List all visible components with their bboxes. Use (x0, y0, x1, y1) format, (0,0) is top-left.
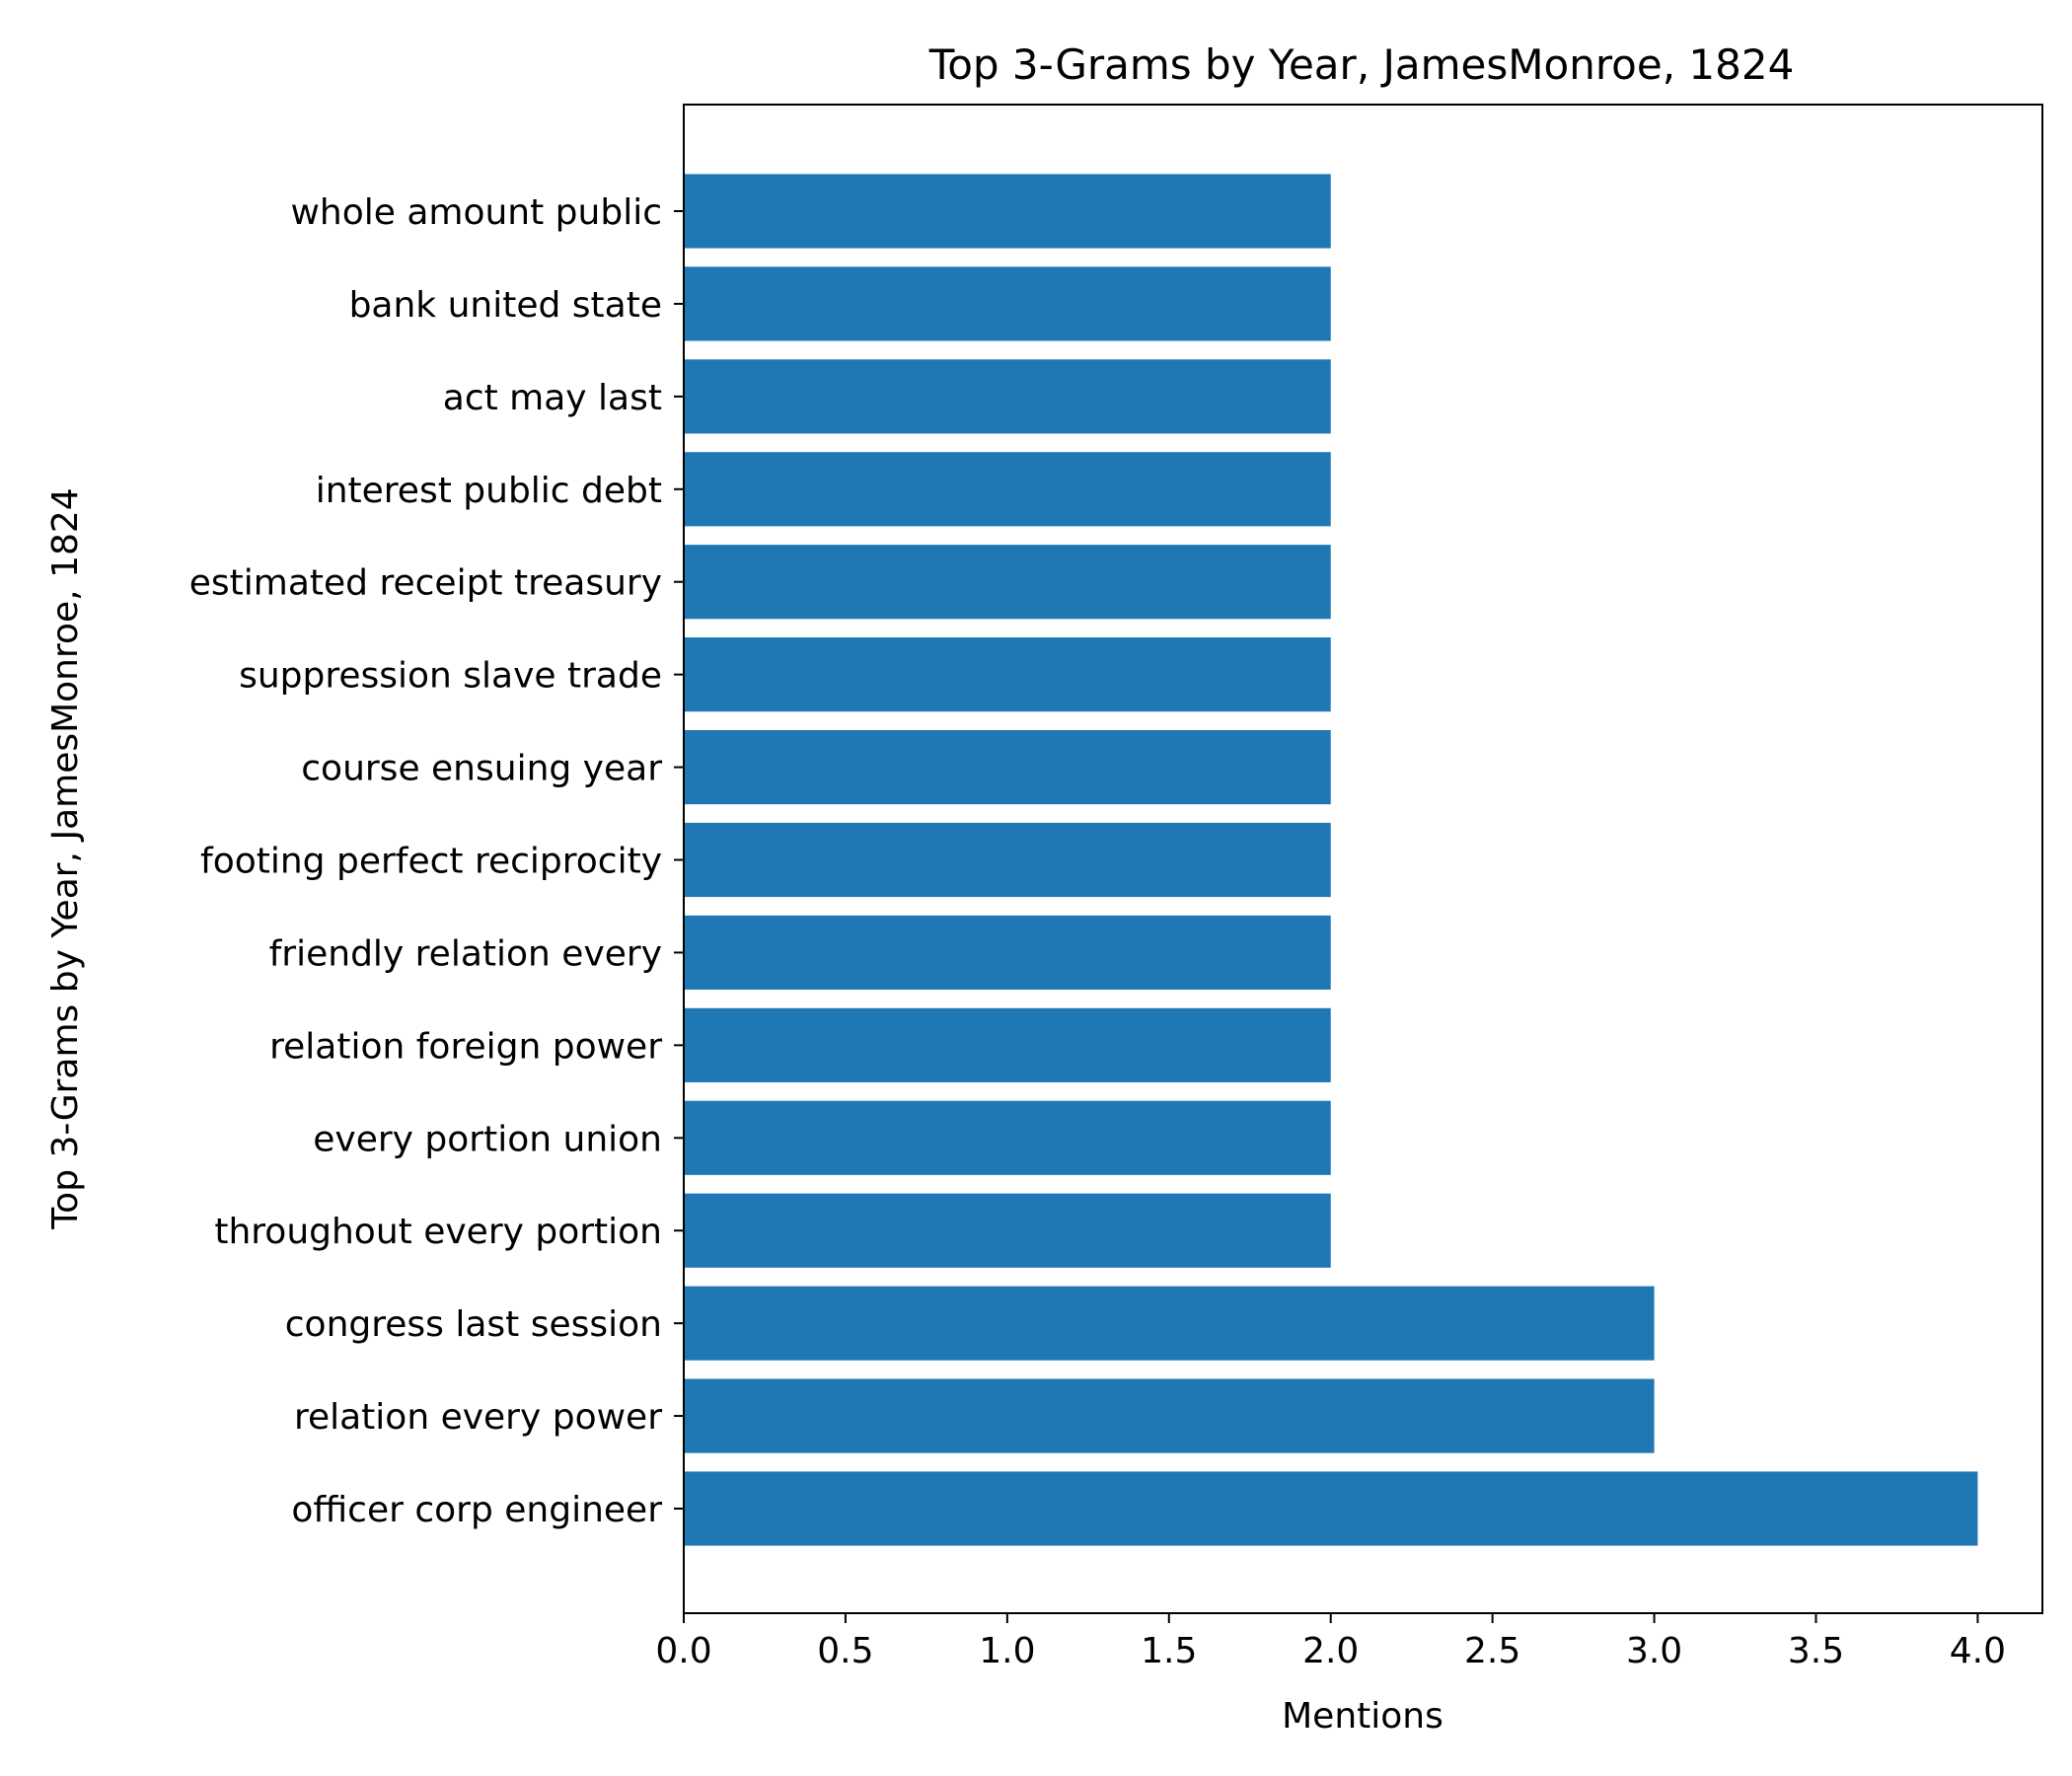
x-tick-label: 1.0 (979, 1631, 1035, 1671)
bar (684, 1378, 1655, 1453)
x-tick-label: 4.0 (1950, 1631, 2006, 1671)
bar (684, 1100, 1331, 1175)
bar (684, 1193, 1331, 1268)
y-tick-label: congress last session (285, 1304, 662, 1345)
bar (684, 359, 1331, 434)
bar (684, 266, 1331, 341)
bar (684, 452, 1331, 527)
y-tick-label: bank united state (349, 285, 662, 326)
bar (684, 1471, 1978, 1546)
bar (684, 915, 1331, 990)
y-tick-label: officer corp engineer (291, 1490, 662, 1530)
x-tick-label: 2.0 (1302, 1631, 1359, 1671)
y-tick-label: suppression slave trade (239, 656, 662, 697)
plot-area-frame (683, 104, 2043, 1614)
ticks-group: officer corp engineer relation every powe… (189, 192, 2006, 1671)
chart-title: Top 3-Grams by Year, JamesMonroe, 1824 (928, 40, 1795, 89)
x-tick-label: 0.5 (817, 1631, 873, 1671)
x-tick-label: 3.0 (1626, 1631, 1682, 1671)
bar (684, 174, 1331, 249)
y-tick-label: footing perfect reciprocity (200, 842, 662, 882)
x-axis-label: Mentions (1282, 1696, 1443, 1737)
y-tick-label: relation every power (294, 1397, 662, 1438)
x-tick-label: 2.5 (1464, 1631, 1520, 1671)
y-tick-label: course ensuing year (301, 749, 662, 789)
y-axis-label: Top 3-Grams by Year, JamesMonroe, 1824 (45, 487, 86, 1229)
y-tick-label: act may last (443, 378, 662, 418)
y-tick-label: friendly relation every (269, 933, 662, 974)
y-tick-label: relation foreign power (269, 1026, 662, 1067)
y-tick-label: interest public debt (316, 471, 662, 511)
bar (684, 1007, 1331, 1082)
x-tick-label: 1.5 (1141, 1631, 1197, 1671)
x-tick-label: 0.0 (655, 1631, 711, 1671)
y-tick-label: whole amount public (290, 192, 662, 233)
bar (684, 637, 1331, 712)
bar (684, 822, 1331, 898)
bars-group (684, 174, 1978, 1546)
y-tick-label: throughout every portion (214, 1212, 662, 1252)
x-tick-label: 3.5 (1788, 1631, 1844, 1671)
y-tick-label: every portion union (313, 1119, 662, 1159)
bar (684, 545, 1331, 620)
bar (684, 1286, 1655, 1361)
y-tick-label: estimated receipt treasury (189, 563, 662, 604)
bar (684, 730, 1331, 805)
